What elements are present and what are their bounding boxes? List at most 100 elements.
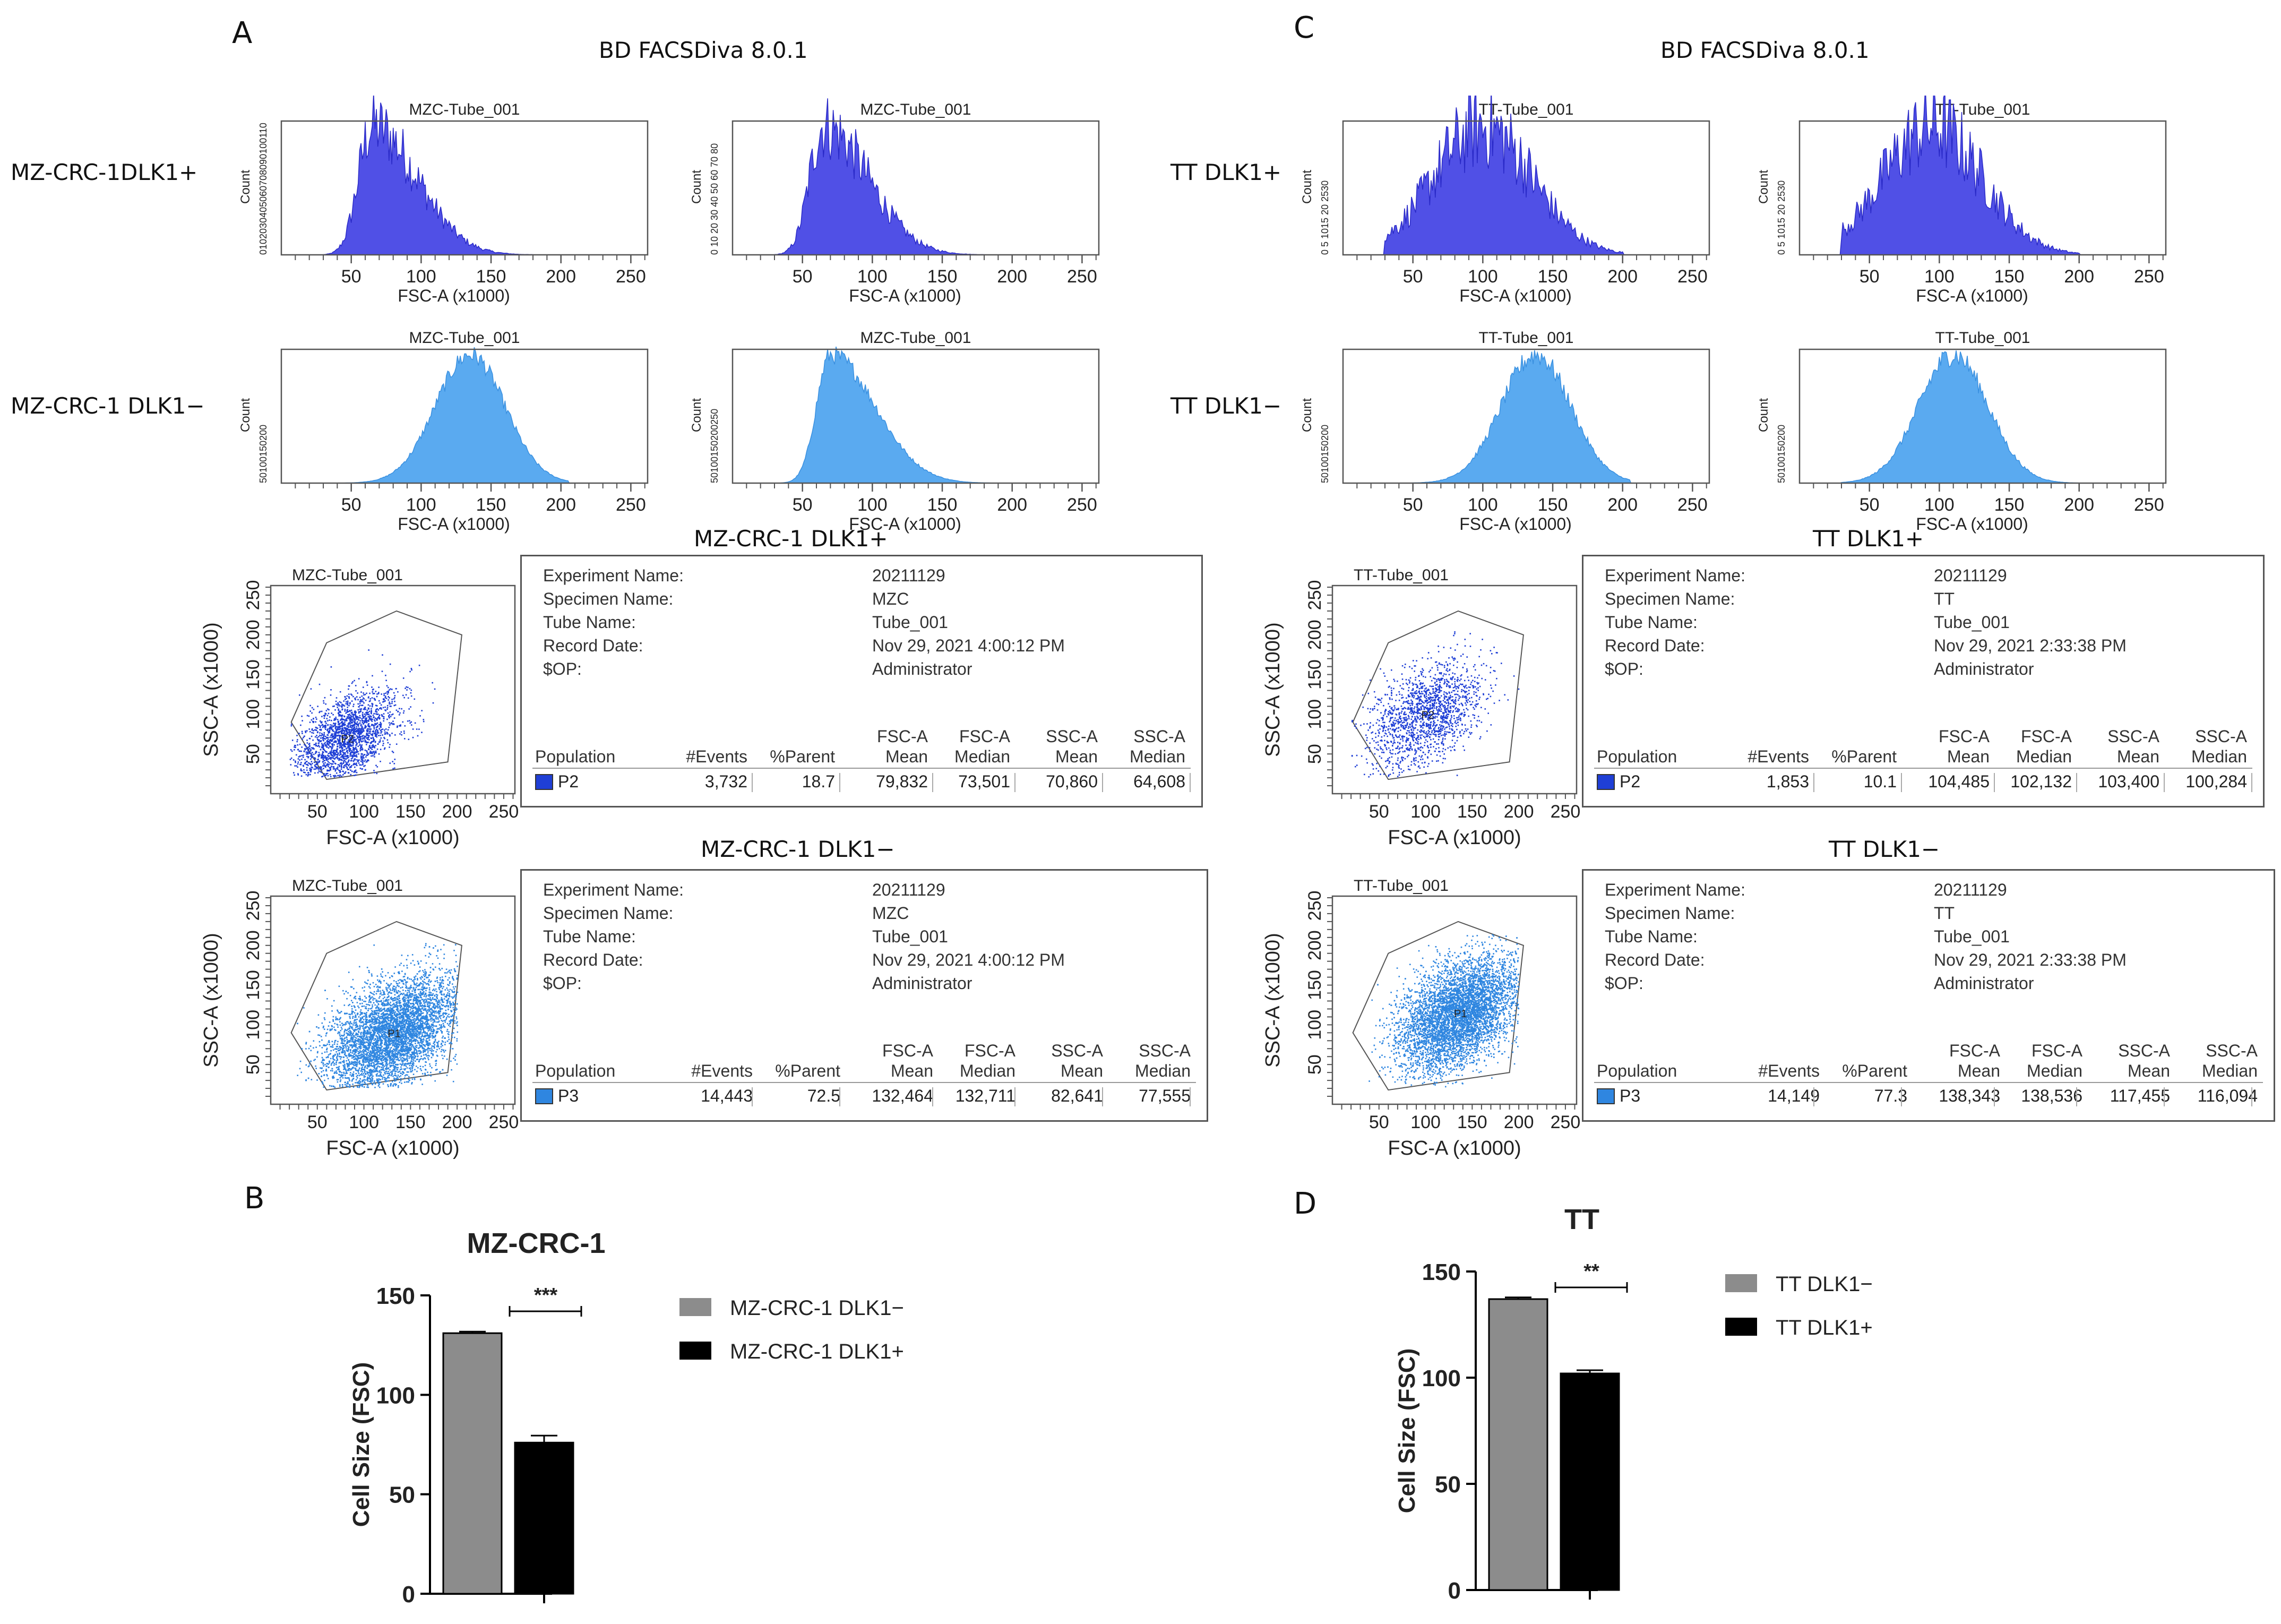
scatter-point xyxy=(355,714,356,715)
scatter-point xyxy=(374,723,376,725)
scatter-point xyxy=(383,694,385,697)
scatter-point xyxy=(381,1034,383,1036)
scatter-point xyxy=(418,989,420,991)
scatter-point xyxy=(430,1013,432,1015)
scatter-point xyxy=(311,1079,313,1080)
scatter-point xyxy=(448,1031,450,1033)
scatter-point xyxy=(347,717,349,719)
scatter-point xyxy=(335,763,337,764)
scatter-point xyxy=(329,768,331,770)
scatter-point xyxy=(391,1019,393,1020)
scatter-point xyxy=(295,761,296,763)
scatter-point xyxy=(351,1027,352,1029)
scatter-point xyxy=(423,1054,425,1056)
scatter-point xyxy=(383,1069,385,1071)
scatter-point xyxy=(405,984,407,986)
scatter-point xyxy=(349,1003,350,1006)
scatter-point xyxy=(364,749,366,751)
scatter-point xyxy=(306,761,308,762)
x-tick-label: 50 xyxy=(1860,495,1880,515)
scatter-point xyxy=(401,734,402,736)
scatter-point xyxy=(341,748,343,750)
scatter-point xyxy=(337,704,338,706)
scatter-point xyxy=(319,754,320,757)
scatter-point xyxy=(337,743,339,745)
scatter-point xyxy=(342,733,343,734)
scatter-point xyxy=(325,775,326,776)
scatter-point xyxy=(393,1066,395,1067)
scatter-point xyxy=(318,761,320,763)
scatter-point xyxy=(324,742,326,744)
scatter-point xyxy=(454,1000,456,1002)
scatter-point xyxy=(451,996,453,998)
scatter-point xyxy=(337,748,339,750)
scatter-point xyxy=(335,703,337,705)
scatter-point xyxy=(307,774,309,776)
scatter-point xyxy=(339,724,340,726)
scatter-point xyxy=(363,738,365,740)
scatter-point xyxy=(352,1056,354,1059)
x-tick-label: 150 xyxy=(1994,495,2025,515)
scatter-point xyxy=(421,1034,423,1036)
scatter-point xyxy=(325,710,328,711)
scatter-point xyxy=(378,1010,380,1011)
scatter-point xyxy=(405,1030,407,1032)
scatter-point xyxy=(334,770,337,772)
scatter-point xyxy=(398,1022,400,1024)
scatter-point xyxy=(364,721,366,723)
scatter-point xyxy=(347,728,349,730)
scatter-point xyxy=(349,722,350,724)
scatter-point xyxy=(421,1032,423,1034)
scatter-point xyxy=(435,1005,437,1007)
scatter-point xyxy=(412,728,414,730)
scatter-point xyxy=(352,739,354,741)
scatter-point xyxy=(355,748,357,750)
scatter-point xyxy=(375,752,377,754)
scatter-point xyxy=(362,715,364,717)
scatter-point xyxy=(351,1079,354,1081)
scatter-point xyxy=(355,769,357,771)
scatter-point xyxy=(334,709,336,711)
histogram-area xyxy=(281,347,648,484)
scatter-point xyxy=(368,1019,369,1021)
scatter-point xyxy=(322,749,324,750)
scatter-point xyxy=(366,711,368,713)
scatter-point xyxy=(395,709,398,711)
scatter-point xyxy=(434,1021,436,1023)
scatter-point xyxy=(305,753,307,755)
scatter-point xyxy=(440,1046,442,1048)
scatter-point xyxy=(344,1067,346,1069)
scatter-point xyxy=(359,711,361,713)
scatter-point xyxy=(311,761,313,762)
scatter-point xyxy=(358,735,360,737)
scatter-point xyxy=(340,711,341,714)
scatter-point xyxy=(439,969,441,971)
scatter-point xyxy=(334,775,336,777)
scatter-point xyxy=(428,1001,430,1003)
scatter-point xyxy=(365,756,367,758)
scatter-point xyxy=(331,726,333,728)
scatter-point xyxy=(332,745,334,747)
scatter-point xyxy=(308,743,310,745)
scatter-point xyxy=(356,756,358,758)
scatter-point xyxy=(349,755,351,757)
scatter-point xyxy=(352,764,354,766)
scatter-point xyxy=(320,725,321,727)
scatter-point xyxy=(329,728,331,730)
scatter-point xyxy=(383,1026,385,1028)
scatter-point xyxy=(366,682,368,683)
scatter-point xyxy=(378,728,381,730)
scatter-point xyxy=(344,1084,346,1086)
scatter-point xyxy=(338,727,340,728)
scatter-point xyxy=(332,744,333,746)
scatter-point xyxy=(353,725,355,727)
scatter-point xyxy=(430,1033,432,1034)
scatter-point xyxy=(358,1041,360,1043)
scatter-point xyxy=(302,764,304,767)
scatter-point xyxy=(345,1022,347,1024)
scatter-point xyxy=(368,1046,369,1049)
scatter-point xyxy=(354,770,356,772)
scatter-point xyxy=(350,1072,351,1073)
scatter-point xyxy=(411,1037,413,1039)
scatter-point xyxy=(404,738,406,740)
